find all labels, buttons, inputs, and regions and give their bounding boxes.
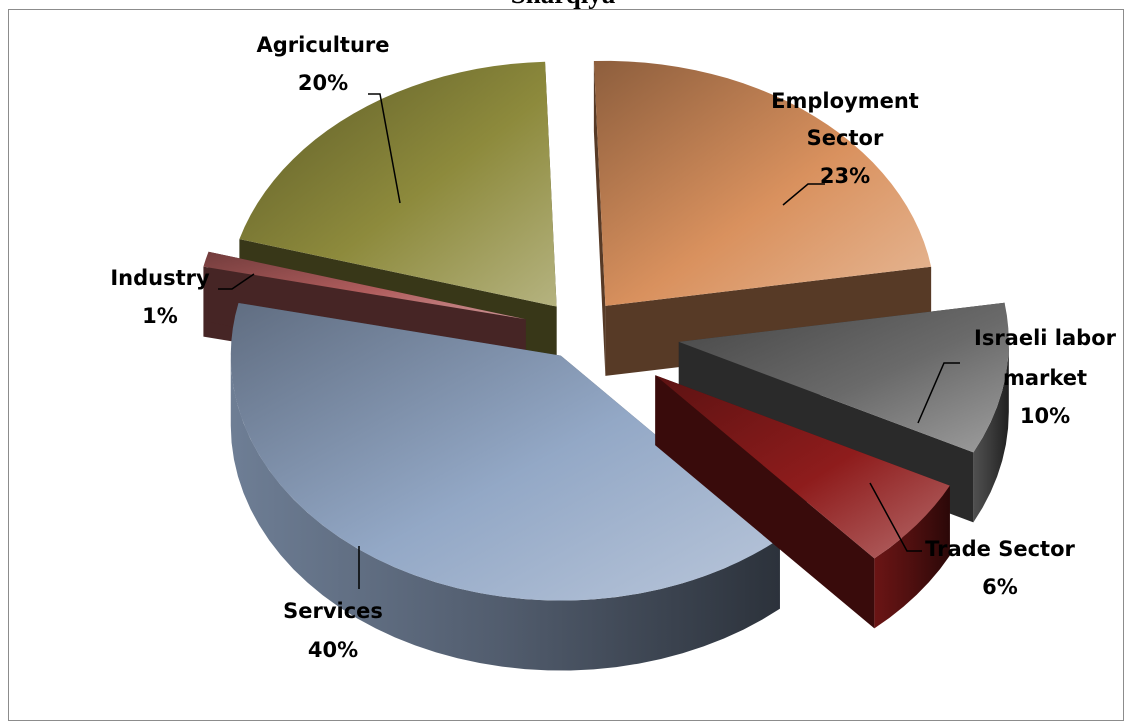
slice-value-industry: 1%: [142, 304, 178, 328]
slice-label-israeli-labor-market: Israeli labor: [974, 326, 1117, 350]
slice-label-employment-sector: Sector: [807, 126, 884, 150]
slice-label-trade-sector: Trade Sector: [925, 537, 1075, 561]
leader-line-trade-sector: [869, 482, 922, 552]
slice-value-agriculture: 20%: [298, 71, 348, 95]
leader-line-industry: [218, 273, 255, 290]
slice-label-employment-sector: Employment: [771, 89, 919, 113]
slice-value-services: 40%: [308, 638, 358, 662]
slice-value-trade-sector: 6%: [982, 575, 1018, 599]
slice-value-employment-sector: 23%: [820, 164, 870, 188]
leader-line-employment-sector: [782, 183, 825, 206]
slices-layer: [203, 60, 1009, 671]
labels-layer: Employment Sector 23% Israeli labor market 10…: [110, 33, 1116, 662]
slice-label-israeli-labor-market: market: [1003, 366, 1087, 390]
pie-slice-trade-sector: [655, 375, 950, 629]
slice-label-services: Services: [283, 599, 383, 623]
leader-line-israeli-labor-market: [917, 362, 960, 424]
slice-label-agriculture: Agriculture: [256, 33, 389, 57]
slice-value-israeli-labor-market: 10%: [1020, 404, 1070, 428]
pie-slice-services: [230, 302, 780, 671]
leader-line-agriculture: [368, 93, 401, 204]
chart-title: Sharqiya: [0, 0, 1126, 10]
slice-label-industry: Industry: [110, 266, 210, 290]
